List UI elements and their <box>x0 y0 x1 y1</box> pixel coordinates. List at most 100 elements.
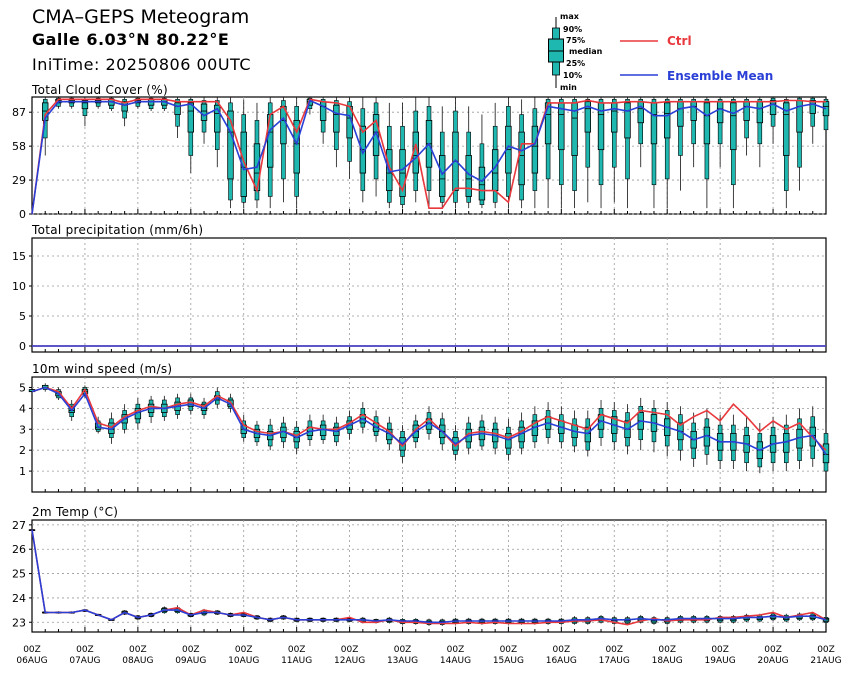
box-inner <box>531 125 539 174</box>
box-inner <box>584 101 591 133</box>
y-tick-label: 23 <box>12 616 26 629</box>
x-tick-label-time: 00Z <box>817 645 835 655</box>
x-tick-label-time: 00Z <box>394 645 412 655</box>
meteogram-title: CMA–GEPS Meteogram <box>32 6 250 28</box>
x-tick-label-time: 00Z <box>182 645 200 655</box>
box-inner <box>611 102 618 133</box>
y-tick-label: 0 <box>19 208 26 221</box>
box-inner <box>214 104 221 133</box>
x-tick-label-date: 21AUG <box>810 656 841 666</box>
y-tick-label: 29 <box>12 174 26 187</box>
x-tick-label-date: 17AUG <box>599 656 630 666</box>
x-tick-label-time: 00Z <box>235 645 253 655</box>
box-inner <box>505 433 512 449</box>
x-tick-label-time: 00Z <box>288 645 306 655</box>
legend-ctrl-label: Ctrl <box>667 34 692 48</box>
x-tick-label-date: 19AUG <box>705 656 736 666</box>
mean-line-2 <box>31 386 827 455</box>
legend-75-label: 75% <box>566 36 586 45</box>
box-inner <box>478 166 486 201</box>
panel-title-0: Total Cloud Cover (%) <box>31 83 168 97</box>
mean-line-0 <box>31 99 827 215</box>
box-inner <box>730 102 737 151</box>
x-tick-label-date: 20AUG <box>757 656 788 666</box>
panel-title-3: 2m Temp (°C) <box>32 505 118 519</box>
y-tick-label: 3 <box>19 423 26 436</box>
box-outer <box>585 99 591 168</box>
box-inner <box>293 120 300 174</box>
y-tick-label: 10 <box>12 280 26 293</box>
box-outer <box>625 99 630 180</box>
box-inner <box>174 102 181 115</box>
box-inner <box>690 101 697 121</box>
box-inner <box>319 101 327 121</box>
panel-frame-1 <box>31 237 827 353</box>
box-inner <box>703 102 711 145</box>
y-tick-label: 2 <box>19 444 26 457</box>
x-tick-label-time: 00Z <box>341 645 359 655</box>
y-tick-label: 0 <box>19 340 26 353</box>
y-tick-label: 58 <box>12 140 26 153</box>
panel-title-2: 10m wind speed (m/s) <box>32 362 172 376</box>
box-inner <box>121 101 128 112</box>
legend-max-label: max <box>560 12 579 21</box>
box-inner <box>81 100 89 110</box>
box-inner <box>518 131 525 186</box>
box-inner <box>716 101 724 124</box>
box-inner <box>227 110 234 180</box>
x-tick-label-date: 11AUG <box>281 656 312 666</box>
x-tick-label-time: 00Z <box>605 645 623 655</box>
box-outer <box>612 99 617 168</box>
box-inner <box>664 102 671 139</box>
box-inner <box>372 114 380 156</box>
legend-median-label: median <box>569 47 603 56</box>
ctrl-line-3 <box>31 529 827 626</box>
box-inner <box>783 102 790 156</box>
init-time-label: IniTime: 20250806 00UTC <box>32 55 252 74</box>
x-tick-label-date: 12AUG <box>334 656 365 666</box>
box-inner <box>769 100 777 115</box>
x-tick-label-date: 07AUG <box>69 656 100 666</box>
y-tick-label: 5 <box>19 381 26 394</box>
box-inner <box>637 101 644 124</box>
box-inner <box>333 104 340 133</box>
y-tick-label: 87 <box>12 106 26 119</box>
x-tick-label-time: 00Z <box>553 645 571 655</box>
x-tick-label-date: 08AUG <box>122 656 153 666</box>
legend-25-label: 25% <box>566 59 586 68</box>
x-tick-label-date: 15AUG <box>493 656 524 666</box>
x-tick-label-time: 00Z <box>711 645 729 655</box>
legend-10-label: 10% <box>563 71 583 80</box>
box-inner <box>650 102 658 145</box>
mean-line-3 <box>31 529 827 624</box>
box-inner <box>200 103 208 121</box>
y-tick-label: 26 <box>12 543 26 556</box>
x-tick-label-date: 13AUG <box>387 656 418 666</box>
box-inner <box>187 102 194 133</box>
x-tick-label-time: 00Z <box>23 645 41 655</box>
legend-90-label: 90% <box>563 25 583 34</box>
y-tick-label: 24 <box>12 592 26 605</box>
box-inner <box>624 102 631 139</box>
x-tick-label-date: 18AUG <box>652 656 683 666</box>
x-tick-label-time: 00Z <box>658 645 676 655</box>
y-tick-label: 5 <box>19 310 26 323</box>
y-tick-label: 1 <box>19 465 26 478</box>
x-tick-label-date: 16AUG <box>546 656 577 666</box>
x-tick-label-time: 00Z <box>129 645 147 655</box>
x-tick-label-date: 09AUG <box>175 656 206 666</box>
box-inner <box>439 155 446 197</box>
y-tick-label: 25 <box>12 568 26 581</box>
box-inner <box>240 131 247 197</box>
x-tick-label-time: 00Z <box>500 645 518 655</box>
panel-title-1: Total precipitation (mm/6h) <box>31 223 203 237</box>
x-tick-label-time: 00Z <box>76 645 94 655</box>
box-outer <box>691 99 696 145</box>
legend-mean-label: Ensemble Mean <box>667 69 774 83</box>
x-tick-label-time: 00Z <box>764 645 782 655</box>
box-inner <box>756 101 764 124</box>
y-tick-label: 27 <box>12 519 26 532</box>
box-inner <box>809 100 816 114</box>
box-outer <box>678 99 683 156</box>
